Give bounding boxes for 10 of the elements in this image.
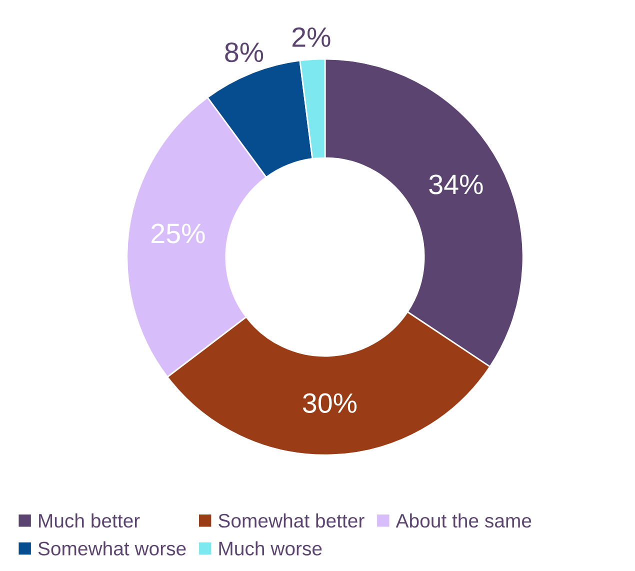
data-label: 2% <box>292 27 330 47</box>
legend-label: Much worse <box>219 541 322 556</box>
legend-label: Much better <box>39 513 140 528</box>
legend-label: Somewhat worse <box>38 541 186 556</box>
data-label: 34% <box>429 174 483 194</box>
data-label: 8% <box>225 42 264 62</box>
data-label: 30% <box>302 393 357 413</box>
legend-label: Somewhat better <box>218 513 364 528</box>
legend-label: About the same <box>396 513 532 528</box>
data-label: 25% <box>152 224 205 244</box>
